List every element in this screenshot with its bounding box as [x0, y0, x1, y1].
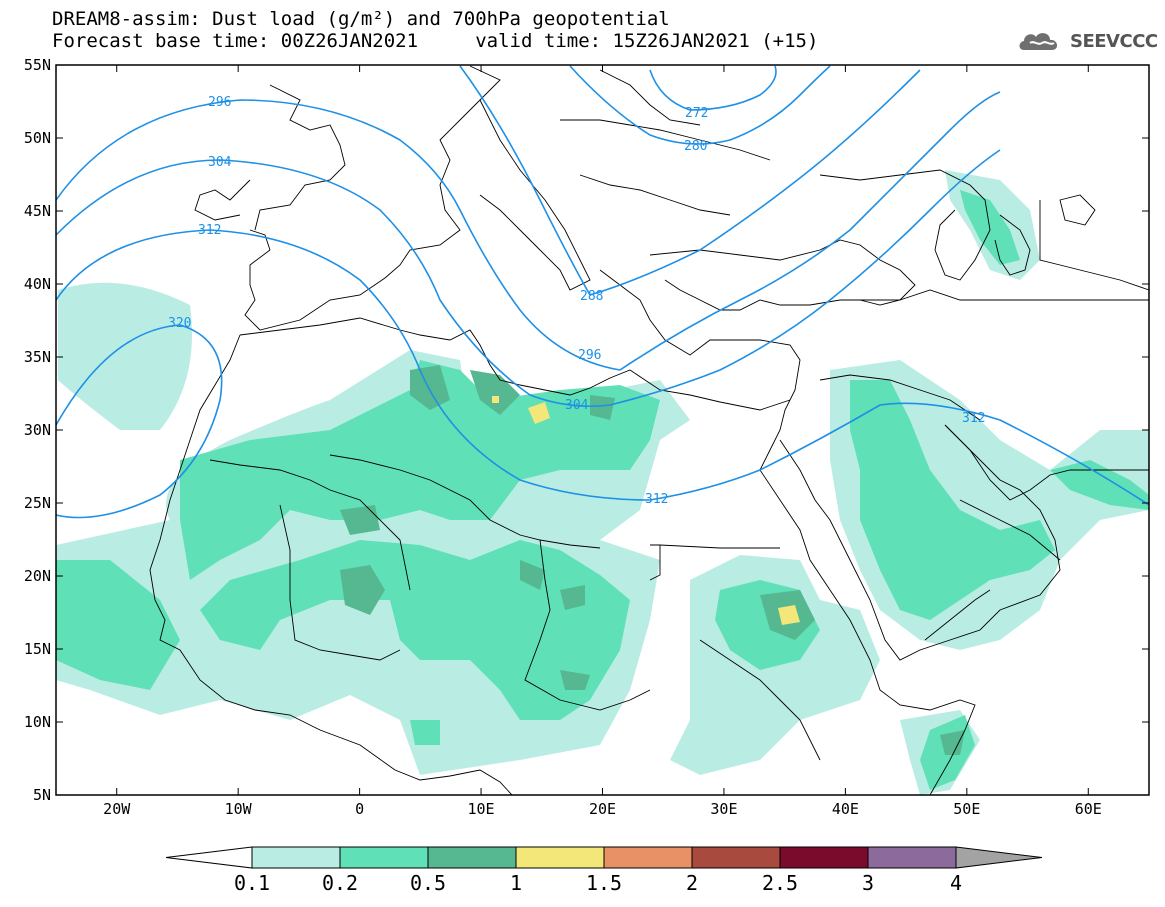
colorbar-label: 4: [950, 871, 962, 895]
lon-tick-label: 50E: [953, 800, 980, 818]
chart-title-line-1: DREAM8-assim: Dust load (g/m²) and 700hP…: [52, 8, 670, 30]
colorbar-label: 2: [686, 871, 698, 895]
contour-320: [56, 324, 223, 519]
seevccc-logo: SEEVCCC: [1016, 28, 1158, 54]
contour-272: [649, 65, 777, 111]
logo-text: SEEVCCC: [1070, 30, 1158, 52]
contour-label: 280: [684, 139, 707, 154]
colorbar-label: 0.2: [322, 871, 358, 895]
colorbar-swatch: [427, 846, 517, 869]
contour-296-east: [619, 91, 1001, 371]
colorbar-swatch: [867, 846, 957, 869]
colorbar-label: 2.5: [762, 871, 798, 895]
lat-tick-label: 15N: [24, 640, 51, 658]
contour-label: 288: [580, 289, 603, 304]
lon-tick-label: 0: [355, 800, 364, 818]
colorbar-label: 1.5: [586, 871, 622, 895]
contour-label: 296: [208, 95, 231, 110]
contour-label: 304: [565, 398, 589, 413]
colorbar-label: 0.1: [234, 871, 270, 895]
colorbar-swatch: [515, 846, 605, 869]
lat-tick-label: 25N: [24, 494, 51, 512]
coastlines: [149, 65, 1149, 795]
dust-level-0.5: [340, 365, 965, 755]
lat-tick-label: 10N: [24, 713, 51, 731]
lon-tick-label: 60E: [1075, 800, 1102, 818]
contour-296-west: [56, 99, 621, 371]
lon-tick-label: 10E: [468, 800, 495, 818]
lat-tick-label: 35N: [24, 348, 51, 366]
contour-288: [459, 65, 921, 296]
colorbar-swatch: [779, 846, 869, 869]
colorbar-label: 0.5: [410, 871, 446, 895]
colorbar-over-triangle: [955, 846, 1043, 869]
lat-tick-label: 5N: [33, 786, 51, 804]
lon-tick-label: 20E: [589, 800, 616, 818]
lon-tick-label: 30E: [710, 800, 737, 818]
contour-312-west: [56, 229, 1149, 506]
lat-tick-label: 45N: [24, 202, 51, 220]
contour-280: [569, 65, 831, 145]
contour-label: 320: [168, 316, 191, 331]
colorbar-swatch: [691, 846, 781, 869]
geopotential-contours: [56, 65, 1149, 519]
lat-tick-label: 50N: [24, 129, 51, 147]
dust-fields: [56, 170, 1149, 795]
chart-title-line-2: Forecast base time: 00Z26JAN2021 valid t…: [52, 30, 819, 52]
longitude-axis: 20W 10W 0 10E 20E 30E 40E 50E 60E: [103, 65, 1102, 818]
contour-label: 304: [208, 155, 232, 170]
contour-labels: 296 272 280 304 312 320 288 296 304 312 …: [168, 95, 985, 507]
contour-304-east: [609, 149, 1001, 406]
lat-tick-label: 40N: [24, 275, 51, 293]
colorbar-swatch: [339, 846, 429, 869]
lat-tick-label: 20N: [24, 567, 51, 585]
lat-tick-label: 55N: [24, 56, 51, 74]
colorbar-swatch: [251, 846, 341, 869]
lon-tick-label: 20W: [103, 800, 131, 818]
colorbar-label: 1: [510, 871, 522, 895]
contour-304-west: [56, 159, 611, 408]
cloud-icon: [1019, 33, 1058, 50]
colorbar-under-triangle: [165, 846, 253, 869]
contour-label: 312: [198, 223, 221, 238]
contour-label: 312: [962, 411, 985, 426]
colorbar: 0.1 0.2 0.5 1 1.5 2 2.5 3 4: [165, 846, 1043, 895]
dust-level-1: [492, 396, 800, 625]
contour-label: 312: [645, 492, 668, 507]
latitude-axis: 55N 50N 45N 40N 35N 30N 25N 20N 15N 10N 5N: [24, 56, 1149, 804]
contour-label: 296: [578, 348, 601, 363]
colorbar-label: 3: [862, 871, 874, 895]
contour-label: 272: [685, 106, 708, 121]
lon-tick-label: 40E: [832, 800, 859, 818]
lon-tick-label: 10W: [225, 800, 253, 818]
colorbar-swatch: [603, 846, 693, 869]
lat-tick-label: 30N: [24, 421, 51, 439]
